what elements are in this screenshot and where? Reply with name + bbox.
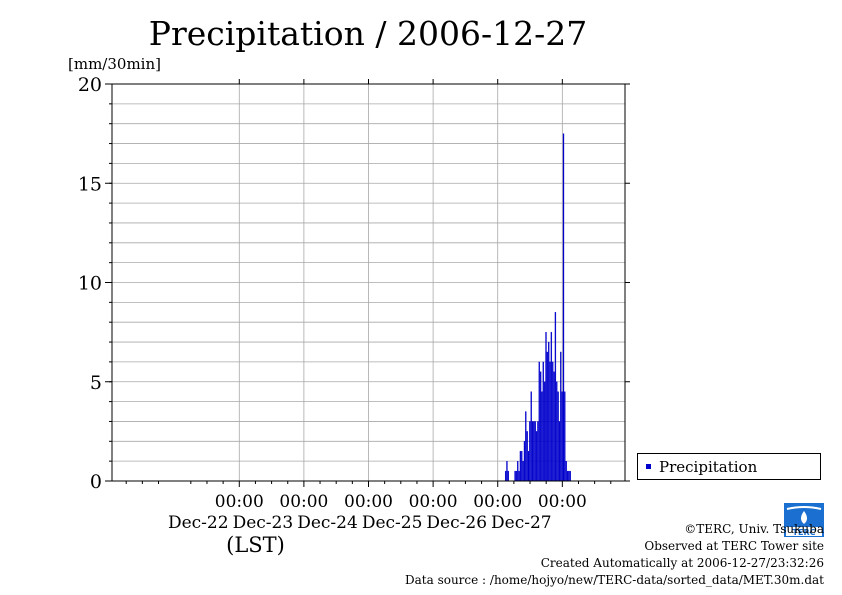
x-tick-date-label: Dec-22: [168, 513, 229, 533]
precipitation-bar: [549, 361, 551, 482]
precipitation-bar: [553, 371, 555, 482]
precipitation-bar: [537, 421, 539, 482]
precipitation-bar: [565, 460, 567, 482]
y-tick-label: 5: [90, 372, 102, 394]
precipitation-bar: [558, 421, 561, 482]
y-tick-label: 20: [78, 74, 102, 96]
precipitation-bar: [533, 421, 535, 482]
precipitation-bar: [506, 460, 508, 482]
precipitation-bar: [535, 431, 538, 482]
terc-logo-icon: TERC: [784, 503, 824, 537]
chart-title: Precipitation / 2006-12-27: [148, 14, 588, 53]
precipitation-bar: [534, 421, 536, 482]
svg-text:TERC: TERC: [793, 528, 816, 537]
precipitation-bar: [550, 331, 553, 482]
legend-swatch: [646, 464, 651, 469]
precipitation-bar: [507, 470, 509, 482]
precipitation-bar: [542, 361, 544, 482]
precipitation-bar: [541, 391, 543, 482]
precipitation-bar: [539, 371, 542, 482]
y-tick-label: 10: [78, 273, 102, 295]
x-tick-date-label: Dec-25: [362, 513, 423, 533]
y-tick-label: 0: [90, 471, 102, 493]
legend-label: Precipitation: [659, 457, 758, 476]
precipitation-bar: [568, 470, 570, 482]
y-axis-unit-label: [mm/30min]: [68, 55, 161, 73]
precipitation-bar: [560, 351, 562, 482]
precipitation-bar: [556, 381, 558, 482]
precipitation-bar: [544, 381, 546, 482]
x-tick-time-label: 00:00: [409, 492, 458, 512]
precipitation-bar: [569, 470, 571, 482]
y-tick-label: 15: [78, 173, 102, 195]
bar-series: [504, 133, 571, 482]
precipitation-bar: [522, 460, 524, 482]
precipitation-bar: [518, 470, 520, 482]
precipitation-bar: [515, 470, 518, 482]
precipitation-bar: [514, 470, 516, 482]
precipitation-bar: [525, 411, 527, 482]
chart-legend: Precipitation: [637, 453, 821, 480]
x-axis-ticks: 00:00Dec-2200:00Dec-2300:00Dec-2400:00De…: [125, 79, 612, 533]
precipitation-bar: [527, 451, 530, 482]
y-axis-ticks: 0 5 10 15 20: [78, 74, 630, 493]
data-source-path: Data source : /home/hojyo/new/TERC-data/…: [405, 573, 824, 587]
precipitation-bar: [564, 391, 566, 482]
grid-lines: [112, 84, 625, 481]
x-tick-date-label: Dec-26: [426, 513, 487, 533]
precipitation-bar: [566, 470, 569, 482]
precipitation-bar: [530, 391, 532, 482]
x-tick-time-label: 00:00: [215, 492, 264, 512]
x-tick-time-label: 00:00: [344, 492, 393, 512]
precipitation-bar: [548, 341, 550, 482]
precipitation-bar: [517, 460, 519, 482]
precipitation-bar: [546, 351, 548, 482]
x-tick-time-label: 00:00: [538, 492, 587, 512]
precipitation-bar: [554, 312, 557, 482]
precipitation-bar: [521, 451, 523, 482]
observed-site-text: Observed at TERC Tower site: [644, 539, 824, 553]
copyright-text: ©TERC, Univ. Tsukuba: [684, 522, 824, 536]
x-tick-time-label: 00:00: [279, 492, 328, 512]
precipitation-bar: [523, 441, 526, 482]
x-tick-date-label: Dec-27: [491, 513, 552, 533]
x-tick-date-label: Dec-23: [233, 513, 294, 533]
precipitation-bar: [531, 421, 534, 482]
precipitation-bar: [504, 470, 507, 482]
precipitation-bar: [526, 431, 528, 482]
precipitation-bar: [557, 391, 559, 482]
precipitation-bar: [519, 451, 522, 482]
x-tick-time-label: 00:00: [473, 492, 522, 512]
precipitation-bar: [545, 331, 547, 482]
precipitation-bar: [552, 361, 554, 482]
precipitation-bar: [538, 361, 540, 482]
precipitation-bar: [561, 391, 563, 482]
precipitation-bar: [529, 421, 531, 482]
precipitation-bar: [562, 133, 565, 482]
created-timestamp: Created Automatically at 2006-12-27/23:3…: [540, 556, 824, 570]
x-tick-date-label: Dec-24: [297, 513, 358, 533]
x-axis-label: (LST): [226, 533, 285, 557]
